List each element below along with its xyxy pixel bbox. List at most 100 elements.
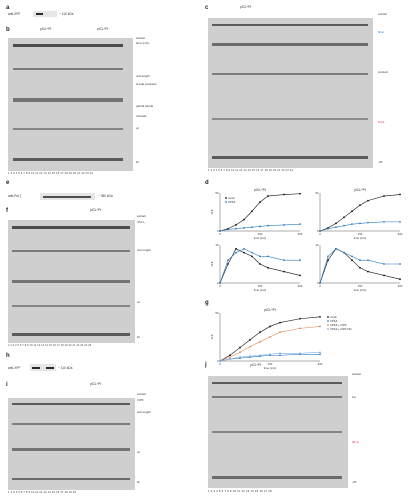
panel-b-label-6: 4 bands <box>136 114 147 118</box>
panel-a-marker: ~ 110 kDa <box>59 12 74 16</box>
panel-c-group: pICL^Pt <box>240 5 252 9</box>
panel-g-label: g <box>205 300 209 306</box>
panel-j-label-1: extract <box>352 372 362 376</box>
panel-j-gel <box>208 376 348 488</box>
chart-2-series-1-point <box>227 259 229 262</box>
panel-c-label-1: extract <box>378 12 388 16</box>
panel-c-label-4: 5 ins <box>378 120 385 124</box>
chart-g-legend-2: XPFΔ + rXPF <box>327 323 347 327</box>
panel-b-label-4: Δ side products <box>136 82 157 86</box>
chart-1-series-1-point <box>343 224 345 227</box>
chart-0-series-0-point <box>235 224 237 226</box>
chart-1-axes <box>319 193 400 232</box>
chart-2-xtick: 150 <box>258 284 263 288</box>
chart-2-series-1-point <box>243 247 245 250</box>
panel-b-label-5: partial bands <box>136 104 154 108</box>
chart-4-series-2-point <box>229 356 231 359</box>
panel-b-label: b <box>6 27 10 33</box>
chart-3-series-1-point <box>327 255 329 258</box>
svg-text:XPFΔ: XPFΔ <box>228 200 235 204</box>
chart-3-series-1-point <box>383 263 385 265</box>
chart-4-xtick: 300 <box>318 362 323 366</box>
panel-f-label-4: oc <box>137 300 141 304</box>
chart-3-series-1-point <box>367 259 369 262</box>
chart-1-series-1-point <box>399 220 401 223</box>
chart-0-series-1-point <box>251 226 253 229</box>
chart-2-series-0-point <box>235 247 237 250</box>
chart-2-series-1-point <box>251 251 253 254</box>
panel-j-label-3: 20 nt <box>352 440 359 444</box>
chart-4-series-0-point <box>229 354 231 357</box>
panel-f-label: f <box>6 208 8 214</box>
chart-0-ytick: 50 <box>215 191 219 195</box>
chart-2-series-0-point <box>267 266 269 269</box>
chart-2-series-0-line <box>219 248 301 284</box>
chart-3-xlabel: time (min) <box>354 288 366 292</box>
chart-2-series-0-point <box>243 251 245 254</box>
chart-0-ytick: 0 <box>217 229 219 233</box>
chart-4-series-3-point <box>319 351 321 354</box>
panel-f-group: pICL^Pt <box>90 208 102 212</box>
chart-0-series-1-point <box>267 224 269 227</box>
chart-3-series-0-point <box>327 259 329 262</box>
panel-c-label-2: fill-in <box>378 30 385 34</box>
panel-i-label: i <box>6 382 8 388</box>
chart-3-ytick: 0 <box>317 281 319 285</box>
chart-0-series-1-point <box>219 230 221 232</box>
panel-b-label-3: unit length <box>136 74 150 78</box>
chart-1-series-1-point <box>319 230 321 232</box>
panel-d-label: d <box>205 180 209 186</box>
chart-4-series-0-point <box>319 315 321 318</box>
chart-0-series-1-point <box>283 224 285 226</box>
panel-c-lane-numbers: 1 2 3 4 5 6 7 8 9 10 11 12 13 14 15 16 1… <box>208 169 294 172</box>
panel-c-gel <box>208 18 373 168</box>
panel-j-label-2: ins <box>352 395 356 399</box>
svg-text:XPFΔ + rXPF: XPFΔ + rXPF <box>330 323 347 327</box>
chart-0-series-0-point <box>259 201 261 204</box>
panel-e-label: e <box>6 180 10 186</box>
chart-g-legend-1: XPFΔ <box>327 319 337 323</box>
chart-4-series-2-point <box>239 351 241 354</box>
chart-2-series-1-point <box>299 259 301 262</box>
panel-i-label-1: extract <box>137 392 147 396</box>
chart-2-series-0-point <box>227 263 229 265</box>
chart-1-series-0-point <box>335 222 337 225</box>
chart-2-series-1-point <box>219 282 221 284</box>
chart-4-series-1-point <box>319 353 321 356</box>
chart-3-ytick: 10 <box>315 243 319 247</box>
chart-3-series-1-point <box>319 282 321 284</box>
chart-3-series-1-point <box>359 259 361 262</box>
panel-i-label-4: oc <box>137 450 141 454</box>
svg-text:XPFΔ: XPFΔ <box>330 319 337 323</box>
chart-4-title: pICL^Pt <box>264 308 275 312</box>
chart-3-series-1-line <box>319 248 400 284</box>
chart-2-series-1-line <box>219 248 300 284</box>
chart-4-series-2-point <box>299 327 301 330</box>
chart-0-series-1-point <box>235 227 237 230</box>
panel-i-label-5: lin <box>137 480 141 484</box>
panel-j-label-4: -20 <box>352 480 357 484</box>
chart-3-series-1-point <box>351 255 353 258</box>
panel-f-label-1: extract <box>137 214 147 218</box>
chart-4-series-2-point <box>249 345 251 348</box>
chart-1-xtick: 150 <box>358 232 363 236</box>
chart-4-xlabel: time (min) <box>264 366 276 370</box>
chart-1-series-0-point <box>383 195 385 197</box>
panel-j-label: j <box>205 362 207 368</box>
chart-2-series-1-point <box>235 251 237 254</box>
chart-1-series-1-point <box>327 227 329 230</box>
chart-2-series-0-point <box>259 263 261 265</box>
chart-1-ytick: 0 <box>317 229 319 233</box>
panel-h-marker: ~ 110 kDa <box>58 366 73 370</box>
chart-2-series-1-point <box>283 259 285 262</box>
chart-2-xtick: 300 <box>298 284 303 288</box>
chart-1-series-1-point <box>359 222 361 225</box>
panel-h-label: h <box>6 353 10 359</box>
chart-0-xtick: 300 <box>298 232 303 236</box>
panel-j-group: pICL^Pt <box>250 363 262 367</box>
chart-1-series-0-line <box>319 194 401 232</box>
panel-a-blot <box>33 11 57 17</box>
panel-i-group: pICL^Pt <box>90 382 102 386</box>
chart-4-series-2-point <box>279 331 281 334</box>
chart-3-series-1-point <box>399 263 401 265</box>
